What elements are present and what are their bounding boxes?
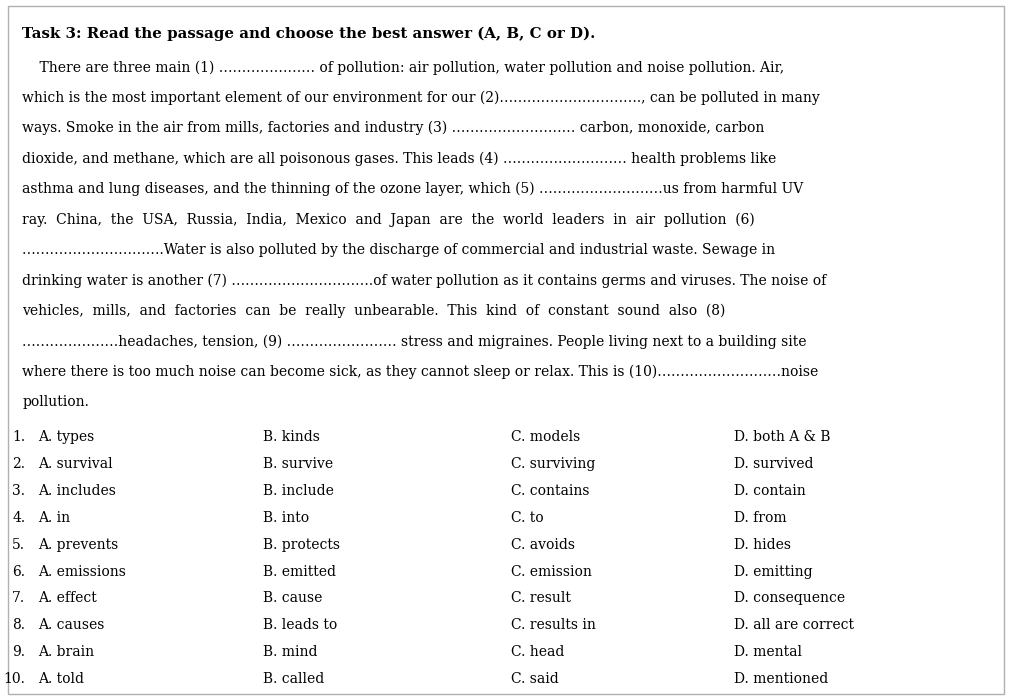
Text: A. includes: A. includes xyxy=(38,484,116,498)
Text: A. told: A. told xyxy=(38,672,84,686)
Text: A. emissions: A. emissions xyxy=(38,564,126,578)
Text: D. all are correct: D. all are correct xyxy=(733,618,853,632)
Text: B. into: B. into xyxy=(263,510,309,524)
Text: asthma and lung diseases, and the thinning of the ozone layer, which (5) …………………: asthma and lung diseases, and the thinni… xyxy=(22,182,803,197)
Text: C. avoids: C. avoids xyxy=(511,538,574,552)
Text: D. contain: D. contain xyxy=(733,484,805,498)
Text: There are three main (1) ………………… of pollution: air pollution, water pollution an: There are three main (1) ………………… of poll… xyxy=(22,60,784,75)
Text: ………………………….Water is also polluted by the discharge of commercial and industrial : ………………………….Water is also polluted by the… xyxy=(22,243,774,257)
Text: A. brain: A. brain xyxy=(38,645,94,659)
Text: B. survive: B. survive xyxy=(263,456,333,470)
Text: C. result: C. result xyxy=(511,592,570,606)
Text: vehicles,  mills,  and  factories  can  be  really  unbearable.  This  kind  of : vehicles, mills, and factories can be re… xyxy=(22,304,725,318)
Text: ways. Smoke in the air from mills, factories and industry (3) ……………………… carbon, : ways. Smoke in the air from mills, facto… xyxy=(22,121,764,136)
Text: A. survival: A. survival xyxy=(38,456,113,470)
Text: …………………headaches, tension, (9) …………………… stress and migraines. People living next: …………………headaches, tension, (9) …………………… … xyxy=(22,334,806,349)
Text: D. survived: D. survived xyxy=(733,456,813,470)
Text: B. mind: B. mind xyxy=(263,645,317,659)
Text: C. head: C. head xyxy=(511,645,564,659)
Text: D. both A & B: D. both A & B xyxy=(733,430,829,444)
Text: D. hides: D. hides xyxy=(733,538,790,552)
Text: 1.: 1. xyxy=(12,430,25,444)
Text: pollution.: pollution. xyxy=(22,395,89,409)
Text: 2.: 2. xyxy=(12,456,25,470)
Text: C. models: C. models xyxy=(511,430,579,444)
Text: 8.: 8. xyxy=(12,618,25,632)
Text: B. kinds: B. kinds xyxy=(263,430,319,444)
Text: B. called: B. called xyxy=(263,672,325,686)
Text: C. to: C. to xyxy=(511,510,543,524)
Text: where there is too much noise can become sick, as they cannot sleep or relax. Th: where there is too much noise can become… xyxy=(22,365,818,379)
Text: D. consequence: D. consequence xyxy=(733,592,844,606)
Text: D. mentioned: D. mentioned xyxy=(733,672,827,686)
Text: 9.: 9. xyxy=(12,645,25,659)
Text: B. include: B. include xyxy=(263,484,334,498)
Text: 10.: 10. xyxy=(3,672,25,686)
Text: ray.  China,  the  USA,  Russia,  India,  Mexico  and  Japan  are  the  world  l: ray. China, the USA, Russia, India, Mexi… xyxy=(22,213,754,227)
Text: A. causes: A. causes xyxy=(38,618,105,632)
Text: C. emission: C. emission xyxy=(511,564,591,578)
Text: drinking water is another (7) ………………………….of water pollution as it contains germs: drinking water is another (7) …………………………… xyxy=(22,273,826,288)
Text: 4.: 4. xyxy=(12,510,25,524)
Text: Task 3: Read the passage and choose the best answer (A, B, C or D).: Task 3: Read the passage and choose the … xyxy=(22,27,595,41)
Text: D. mental: D. mental xyxy=(733,645,801,659)
Text: 5.: 5. xyxy=(12,538,25,552)
Text: D. from: D. from xyxy=(733,510,786,524)
Text: B. emitted: B. emitted xyxy=(263,564,336,578)
Text: A. effect: A. effect xyxy=(38,592,97,606)
Text: B. cause: B. cause xyxy=(263,592,323,606)
Text: C. surviving: C. surviving xyxy=(511,456,594,470)
Text: B. protects: B. protects xyxy=(263,538,340,552)
Text: 3.: 3. xyxy=(12,484,25,498)
Text: A. in: A. in xyxy=(38,510,71,524)
Text: 6.: 6. xyxy=(12,564,25,578)
Text: A. types: A. types xyxy=(38,430,95,444)
FancyBboxPatch shape xyxy=(8,6,1003,694)
Text: A. prevents: A. prevents xyxy=(38,538,118,552)
Text: dioxide, and methane, which are all poisonous gases. This leads (4) ……………………… he: dioxide, and methane, which are all pois… xyxy=(22,152,775,166)
Text: B. leads to: B. leads to xyxy=(263,618,337,632)
Text: 7.: 7. xyxy=(12,592,25,606)
Text: D. emitting: D. emitting xyxy=(733,564,812,578)
Text: C. results in: C. results in xyxy=(511,618,595,632)
Text: which is the most important element of our environment for our (2)…………………………., c: which is the most important element of o… xyxy=(22,91,819,105)
Text: C. said: C. said xyxy=(511,672,558,686)
Text: C. contains: C. contains xyxy=(511,484,589,498)
